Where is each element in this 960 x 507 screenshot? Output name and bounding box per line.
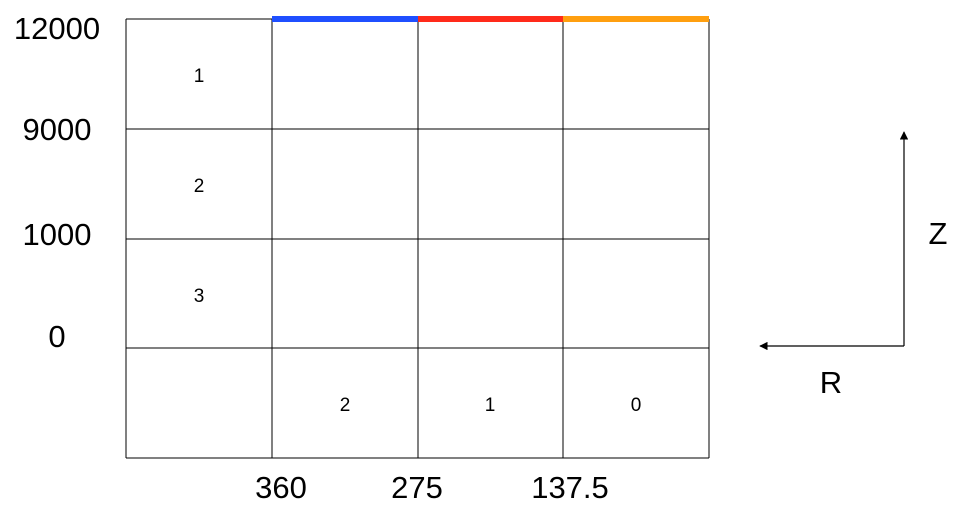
row-label: 1 <box>194 66 205 87</box>
direction-indicator: Z R <box>759 131 948 400</box>
z-value: 1000 <box>23 217 92 252</box>
top-band-blue <box>272 16 418 22</box>
top-band-red <box>418 16 563 22</box>
r-axis-values: 360 275 137.5 <box>255 470 609 505</box>
column-label: 1 <box>485 395 496 416</box>
r-direction-label: R <box>820 365 842 400</box>
z-value: 0 <box>48 319 65 354</box>
z-direction-label: Z <box>929 216 948 251</box>
row-label: 2 <box>194 176 205 197</box>
column-label: 2 <box>340 395 351 416</box>
z-value: 9000 <box>23 112 92 147</box>
column-label: 0 <box>631 395 642 416</box>
z-axis-values: 12000 9000 1000 0 <box>14 11 100 354</box>
r-value: 360 <box>255 470 307 505</box>
row-labels: 1 2 3 <box>194 66 205 307</box>
top-band-orange <box>563 16 709 22</box>
row-label: 3 <box>194 286 205 307</box>
z-value: 12000 <box>14 11 100 46</box>
column-labels: 2 1 0 <box>340 395 642 416</box>
grid <box>125 18 710 459</box>
top-bands <box>272 16 709 22</box>
r-value: 137.5 <box>531 470 609 505</box>
r-value: 275 <box>391 470 443 505</box>
